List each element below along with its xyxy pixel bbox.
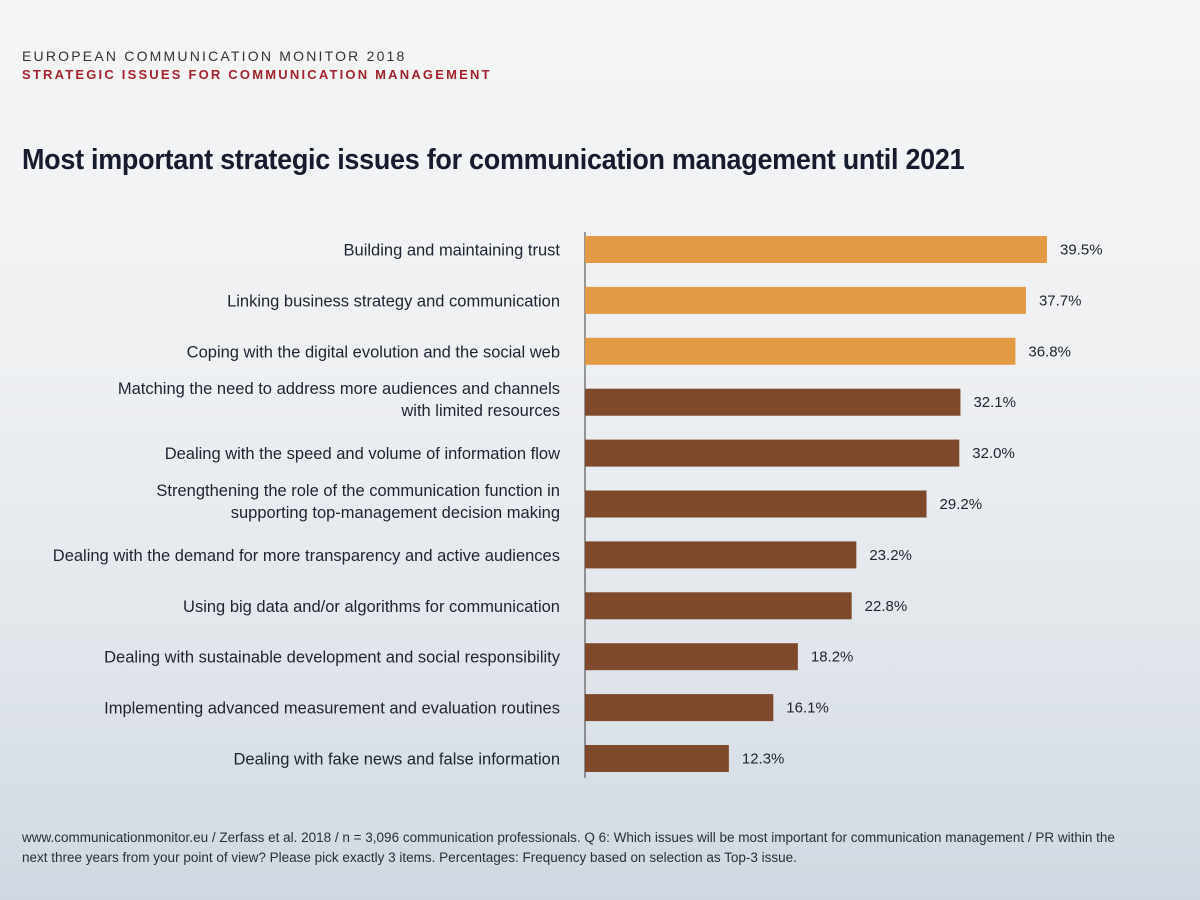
value-labels-group: 39.5% 37.7% 36.8% 32.1% 32.0% 29.2% 23.2% 22.8%… — [742, 242, 1103, 768]
value-label: 16.1% — [786, 700, 829, 717]
category-label: Dealing with fake news and false informa… — [233, 751, 560, 769]
bar — [585, 337, 1016, 365]
report-section-title: STRATEGIC ISSUES FOR COMMUNICATION MANAG… — [22, 67, 492, 82]
bar — [585, 694, 774, 722]
category-label: Dealing with the demand for more transpa… — [53, 547, 560, 565]
value-label: 32.0% — [972, 445, 1015, 462]
value-label: 22.8% — [865, 598, 908, 615]
chart-title: Most important strategic issues for comm… — [22, 144, 965, 176]
value-label: 37.7% — [1039, 292, 1082, 309]
category-label: Coping with the digital evolution and th… — [187, 343, 560, 361]
category-label: Dealing with sustainable development and… — [104, 649, 561, 667]
value-label: 29.2% — [940, 496, 983, 513]
value-label: 12.3% — [742, 751, 785, 768]
category-label: Implementing advanced measurement and ev… — [104, 700, 560, 718]
category-label: Building and maintaining trust — [344, 242, 561, 260]
bars-group — [585, 236, 1047, 772]
bar — [585, 439, 960, 467]
category-label: Dealing with the speed and volume of inf… — [165, 445, 560, 463]
bar-chart: Building and maintaining trust Linking bu… — [53, 232, 1103, 778]
report-header: EUROPEAN COMMUNICATION MONITOR 2018 STRA… — [22, 48, 492, 82]
bar — [585, 490, 927, 518]
value-label: 39.5% — [1060, 242, 1103, 259]
category-label: Linking business strategy and communicat… — [227, 292, 560, 310]
source-note: www.communicationmonitor.eu / Zerfass et… — [22, 830, 1115, 865]
category-labels-group: Building and maintaining trust Linking bu… — [53, 242, 561, 769]
bar — [585, 388, 961, 416]
bar — [585, 592, 852, 620]
value-label: 23.2% — [869, 547, 912, 564]
value-label: 32.1% — [973, 394, 1016, 411]
category-label: Matching the need to address more audien… — [118, 380, 560, 420]
bar — [585, 286, 1026, 314]
category-label: Strengthening the role of the communicat… — [156, 482, 560, 522]
value-label: 18.2% — [811, 649, 854, 666]
bar — [585, 643, 798, 671]
category-label: Using big data and/or algorithms for com… — [183, 598, 560, 616]
bar — [585, 745, 729, 772]
value-label: 36.8% — [1028, 343, 1071, 360]
report-series-title: EUROPEAN COMMUNICATION MONITOR 2018 — [22, 48, 407, 64]
bar — [585, 236, 1047, 263]
bar — [585, 541, 857, 569]
